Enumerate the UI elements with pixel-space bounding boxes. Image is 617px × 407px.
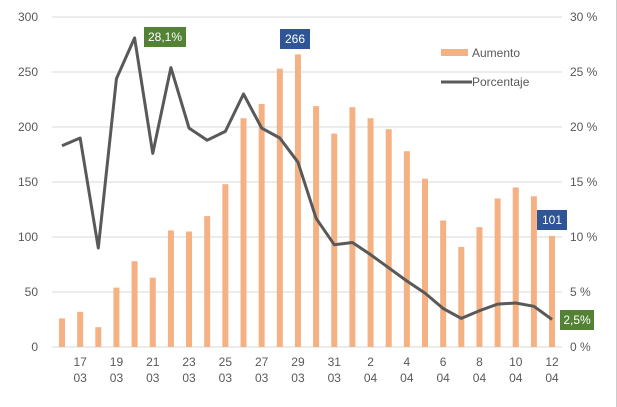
bar-16/03 bbox=[59, 318, 65, 347]
x-tick-day: 21 bbox=[146, 355, 160, 369]
x-tick-month: 03 bbox=[182, 371, 196, 385]
x-tick-day: 4 bbox=[404, 355, 411, 369]
bar-12/04 bbox=[549, 235, 556, 347]
bar-17/03 bbox=[77, 311, 84, 347]
bar-4/04 bbox=[403, 151, 410, 347]
legend: Aumento Porcentaje bbox=[441, 46, 530, 89]
x-tick-month: 03 bbox=[146, 371, 160, 385]
x-tick-month: 04 bbox=[364, 371, 378, 385]
legend-label-porcentaje: Porcentaje bbox=[472, 75, 530, 89]
y-left-tick-label: 100 bbox=[18, 230, 38, 244]
bar-20/03 bbox=[131, 261, 138, 347]
x-tick-month: 04 bbox=[473, 371, 487, 385]
x-tick-day: 19 bbox=[110, 355, 124, 369]
bar-2/04 bbox=[367, 118, 374, 347]
data-label-text: 2,5% bbox=[563, 313, 591, 327]
x-tick-month: 03 bbox=[73, 371, 87, 385]
x-tick-day: 17 bbox=[73, 355, 87, 369]
x-tick-day: 6 bbox=[440, 355, 447, 369]
y-right-tick-label: 15 % bbox=[570, 175, 598, 189]
x-tick-month: 03 bbox=[110, 371, 124, 385]
x-tick-day: 29 bbox=[291, 355, 305, 369]
bar-24/03 bbox=[204, 216, 211, 347]
bar-7/04 bbox=[458, 246, 465, 347]
bar-27/03 bbox=[258, 103, 265, 348]
y-left-tick-label: 150 bbox=[18, 175, 38, 189]
bar-8/04 bbox=[476, 227, 483, 347]
y-right-tick-label: 0 % bbox=[570, 340, 591, 354]
bar-31/03 bbox=[331, 133, 338, 347]
x-tick-day: 23 bbox=[182, 355, 196, 369]
percentage-line bbox=[61, 36, 553, 321]
data-label-text: 266 bbox=[285, 32, 305, 46]
y-left-tick-label: 200 bbox=[18, 120, 38, 134]
bar-29/03 bbox=[294, 54, 301, 348]
y-left-tick-label: 250 bbox=[18, 65, 38, 79]
x-tick-day: 8 bbox=[476, 355, 483, 369]
bar-1/04 bbox=[349, 107, 356, 347]
bar-10/04 bbox=[512, 187, 519, 347]
bar-25/03 bbox=[222, 184, 229, 347]
y-left-tick-label: 300 bbox=[18, 10, 38, 24]
y-right-tick-label: 25 % bbox=[570, 65, 598, 79]
x-tick-month: 04 bbox=[436, 371, 450, 385]
y-right-tick-label: 30 % bbox=[570, 10, 598, 24]
x-tick-month: 03 bbox=[328, 371, 342, 385]
data-label: 266 bbox=[280, 29, 310, 49]
data-label: 2,5% bbox=[560, 310, 594, 330]
legend-label-aumento: Aumento bbox=[472, 46, 520, 60]
bar-28/03 bbox=[276, 68, 283, 347]
x-tick-day: 2 bbox=[367, 355, 374, 369]
data-label-text: 101 bbox=[542, 213, 562, 227]
x-tick-month: 03 bbox=[291, 371, 305, 385]
bar-9/04 bbox=[494, 198, 501, 347]
y-left-tick-label: 50 bbox=[25, 285, 39, 299]
bar-18/03 bbox=[95, 327, 102, 347]
bar-19/03 bbox=[113, 287, 120, 347]
x-tick-day: 31 bbox=[328, 355, 342, 369]
bar-6/04 bbox=[440, 220, 447, 347]
legend-swatch-aumento bbox=[441, 49, 468, 56]
bar-11/04 bbox=[530, 196, 537, 347]
bar-26/03 bbox=[240, 118, 247, 347]
data-label: 101 bbox=[537, 210, 567, 230]
x-tick-day: 12 bbox=[545, 355, 559, 369]
x-tick-month: 04 bbox=[545, 371, 559, 385]
y-right-tick-label: 20 % bbox=[570, 120, 598, 134]
data-label: 28,1% bbox=[144, 27, 186, 47]
bar-22/03 bbox=[167, 230, 174, 347]
x-tick-month: 04 bbox=[509, 371, 523, 385]
x-tick-day: 27 bbox=[255, 355, 269, 369]
x-tick-month: 03 bbox=[255, 371, 269, 385]
y-right-tick-label: 5 % bbox=[570, 285, 591, 299]
x-tick-day: 25 bbox=[219, 355, 233, 369]
y-right-tick-label: 10 % bbox=[570, 230, 598, 244]
bar-21/03 bbox=[149, 277, 156, 347]
bar-30/03 bbox=[313, 106, 320, 347]
data-label-text: 28,1% bbox=[148, 30, 182, 44]
x-tick-month: 04 bbox=[400, 371, 414, 385]
x-tick-day: 10 bbox=[509, 355, 523, 369]
y-left-tick-label: 0 bbox=[31, 340, 38, 354]
x-tick-month: 03 bbox=[219, 371, 233, 385]
bar-3/04 bbox=[385, 129, 392, 347]
bar-5/04 bbox=[422, 178, 428, 347]
bar-23/03 bbox=[186, 231, 193, 347]
